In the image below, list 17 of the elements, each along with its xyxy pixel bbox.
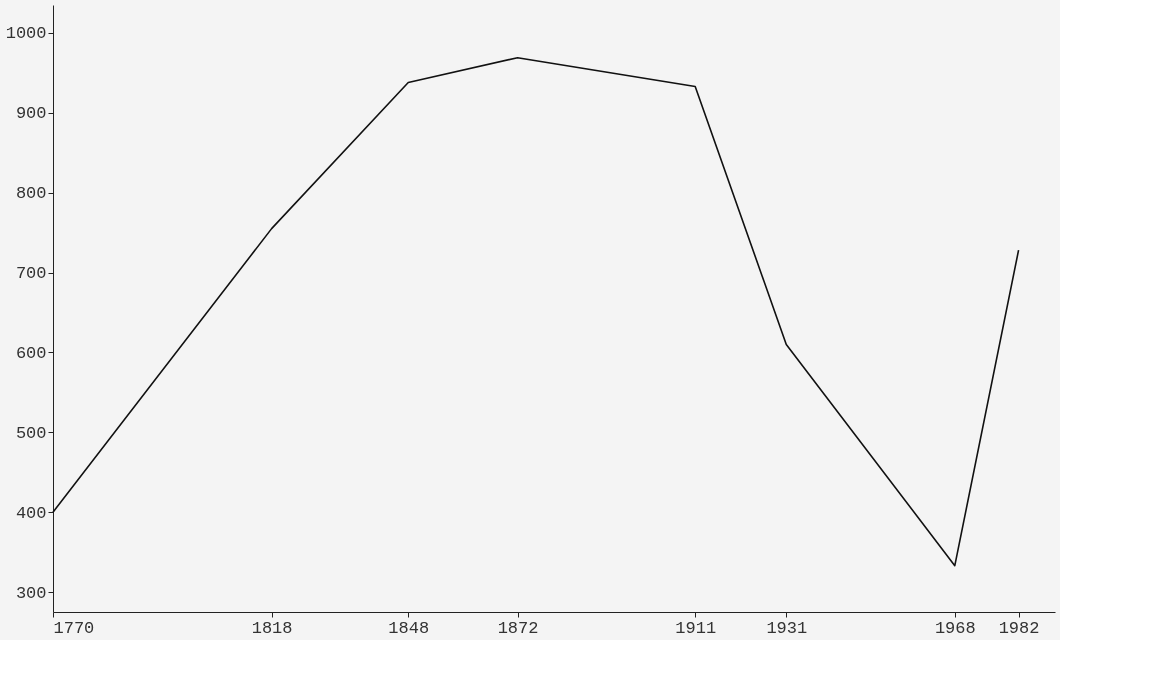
y-tick-label: 500 [15,423,47,443]
x-tick-label: 1770 [53,618,95,638]
y-tick-label: 800 [15,184,47,204]
line-series [52,56,1020,567]
y-tick-label: 400 [15,503,47,523]
x-tick-label: 1872 [497,618,539,638]
y-tick-label: 900 [15,104,47,124]
x-tick-label: 1818 [251,618,293,638]
y-tick-label: 700 [15,264,47,284]
x-tick-label: 1911 [675,618,717,638]
y-tick-label: 600 [15,343,47,363]
y-tick-label: 1000 [5,24,47,44]
x-tick-label: 1931 [766,618,808,638]
y-tick-label: 300 [15,583,47,603]
x-tick-label: 1982 [998,618,1040,638]
x-tick-label: 1968 [934,618,976,638]
x-tick-label: 1848 [388,618,430,638]
